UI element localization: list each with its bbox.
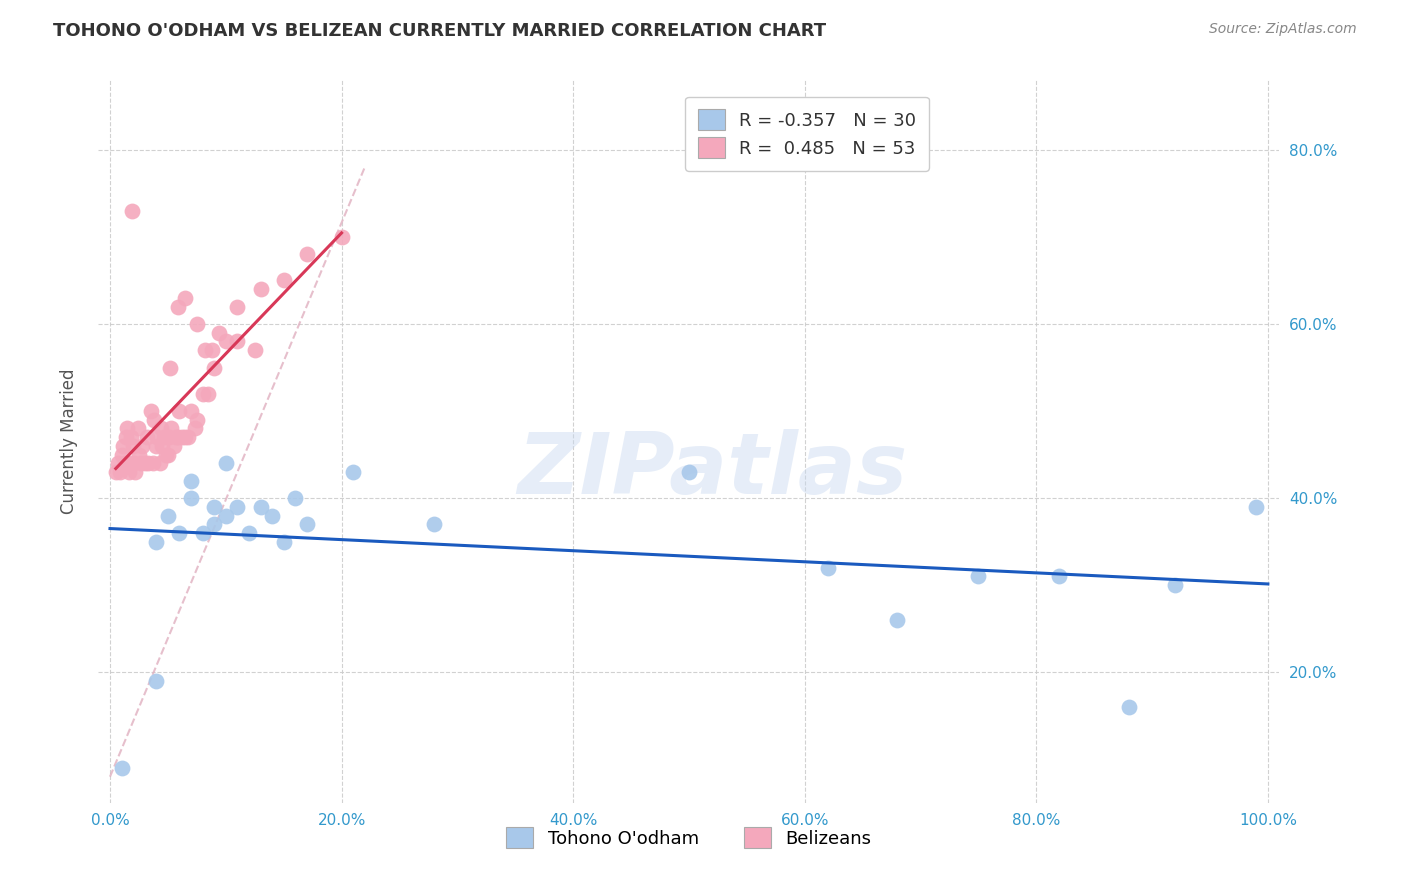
Point [249,500,271,514]
Point [169,525,191,540]
Point [155,448,177,462]
Point [180,474,202,488]
Point [191,386,214,401]
Point [165,430,187,444]
Point [194,343,217,358]
Point [131,439,153,453]
Point [1049,569,1071,583]
Point [215,508,238,523]
Point [157,430,180,444]
Point [273,273,295,287]
Point [115,430,138,444]
Point [149,421,172,435]
Text: TOHONO O'ODHAM VS BELIZEAN CURRENTLY MARRIED CORRELATION CHART: TOHONO O'ODHAM VS BELIZEAN CURRENTLY MAR… [53,22,827,40]
Point [183,421,205,435]
Point [226,334,249,349]
Point [110,761,132,775]
Point [170,430,193,444]
Point [145,534,167,549]
Point [145,439,167,453]
Point [107,456,129,470]
Point [967,569,990,583]
Point [202,500,225,514]
Point [174,291,197,305]
Point [295,247,318,261]
Point [180,491,202,505]
Point [197,386,219,401]
Point [139,404,162,418]
Point [238,525,260,540]
Point [156,448,179,462]
Point [208,326,231,340]
Point [167,430,190,444]
Point [156,508,179,523]
Point [423,517,446,532]
Point [163,439,186,453]
Point [215,334,238,349]
Point [191,525,214,540]
Point [201,343,224,358]
Point [249,282,271,296]
Point [817,561,839,575]
Point [330,230,353,244]
Point [226,300,249,314]
Point [129,456,152,470]
Point [678,465,700,479]
Point [150,439,173,453]
Point [153,430,176,444]
Point [186,317,208,331]
Point [1164,578,1187,592]
Point [128,448,150,462]
Point [122,439,145,453]
Point [186,413,208,427]
Point [160,421,183,435]
Point [120,430,142,444]
Point [174,430,197,444]
Point [104,465,127,479]
Point [886,613,908,627]
Point [149,456,172,470]
Point [176,430,198,444]
Point [1118,700,1140,714]
Y-axis label: Currently Married: Currently Married [59,368,77,515]
Legend: Tohono O'odham, Belizeans: Tohono O'odham, Belizeans [495,816,883,859]
Point [180,404,202,418]
Point [121,203,143,218]
Point [202,360,225,375]
Point [243,343,266,358]
Point [114,456,136,470]
Point [146,430,169,444]
Point [262,508,284,523]
Point [273,534,295,549]
Text: ZIPatlas: ZIPatlas [517,429,908,512]
Point [159,360,181,375]
Point [121,456,143,470]
Point [117,465,139,479]
Point [136,430,159,444]
Point [136,456,159,470]
Point [143,413,166,427]
Point [127,421,149,435]
Point [145,673,167,688]
Point [111,439,134,453]
Point [124,456,146,470]
Point [215,456,238,470]
Point [1246,500,1268,514]
Point [169,404,191,418]
Point [202,517,225,532]
Point [295,517,318,532]
Point [110,448,132,462]
Point [342,465,364,479]
Point [110,465,132,479]
Point [167,300,190,314]
Point [226,500,249,514]
Point [124,465,146,479]
Point [142,456,165,470]
Point [134,456,156,470]
Point [284,491,307,505]
Point [117,421,139,435]
Text: Source: ZipAtlas.com: Source: ZipAtlas.com [1209,22,1357,37]
